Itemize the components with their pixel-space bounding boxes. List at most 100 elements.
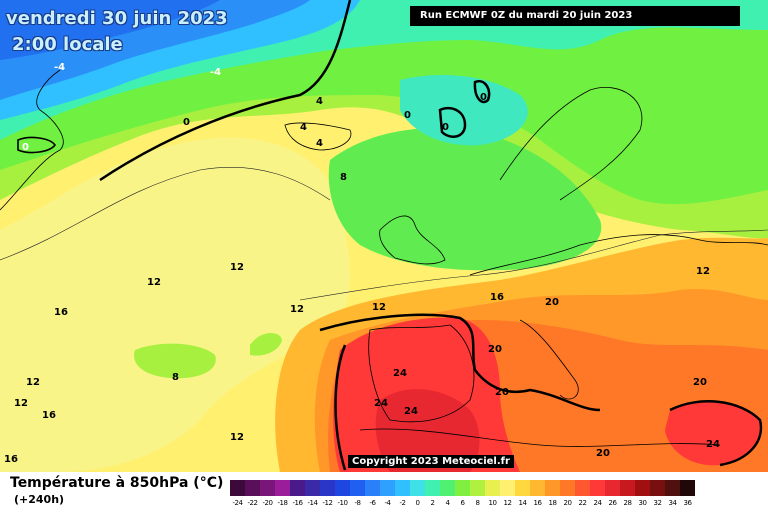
scale-swatch [380, 480, 395, 496]
scale-label: -20 [262, 499, 273, 507]
band-12-14 [0, 137, 350, 472]
isotherm-label: 4 [316, 96, 323, 107]
isotherm-label: 12 [147, 277, 161, 288]
isotherm-label: 24 [393, 368, 407, 379]
scale-label: 18 [548, 499, 557, 507]
scale-swatch [440, 480, 455, 496]
scale-label: 0 [415, 499, 420, 507]
coastline-northern-europe [469, 234, 768, 276]
scale-label: -18 [277, 499, 288, 507]
isotherm-label: 16 [54, 307, 68, 318]
isotherm-label: 12 [230, 262, 244, 273]
scale-swatch [650, 480, 665, 496]
scale-swatch [260, 480, 275, 496]
scale-label: 6 [460, 499, 465, 507]
scale-label: -14 [307, 499, 318, 507]
isotherm-label: 12 [372, 302, 386, 313]
coastline-iceland [284, 122, 352, 151]
isotherm-label: 24 [404, 406, 418, 417]
band-4-6-center [328, 128, 602, 271]
scale-swatch [665, 480, 680, 496]
isotherm-0-loop-2 [473, 79, 491, 104]
scale-label: -2 [399, 499, 406, 507]
scale-swatch [410, 480, 425, 496]
scale-swatch [620, 480, 635, 496]
isotherm-label: 4 [300, 122, 307, 133]
isotherm-label: 4 [316, 138, 323, 149]
scale-label: 34 [668, 499, 677, 507]
isotherm-label: 0 [480, 92, 487, 103]
forecast-date: vendredi 30 juin 2023 [6, 8, 228, 29]
isotherm-label: 20 [488, 344, 502, 355]
scale-swatch [230, 480, 245, 496]
legend-title: Température à 850hPa (°C) [10, 475, 224, 491]
scale-swatch [560, 480, 575, 496]
isotherm-label: 12 [230, 432, 244, 443]
isotherm-label: 8 [340, 172, 347, 183]
coastline-iberia [368, 324, 475, 423]
scale-label: 4 [445, 499, 450, 507]
scale-swatch [635, 480, 650, 496]
isotherm-label: 0 [22, 142, 29, 153]
isotherm-label: 12 [696, 266, 710, 277]
isotherm-thin-2 [299, 229, 768, 301]
scale-swatch [245, 480, 260, 496]
isotherm-label: 0 [442, 122, 449, 133]
isotherm-0-line [99, 0, 352, 182]
scale-swatch [470, 480, 485, 496]
scale-swatch [590, 480, 605, 496]
scale-label: 14 [518, 499, 527, 507]
isotherm-0-loop [438, 106, 467, 138]
isotherm-label: 0 [183, 117, 190, 128]
scale-swatch [515, 480, 530, 496]
coastline-scandinavia [499, 87, 643, 201]
temperature-map: -4 -4 0 0 0 0 0 4 4 4 8 8 12 12 12 12 12 12 12 12 16 16 16 16 20… [0, 0, 768, 472]
scale-label: 28 [623, 499, 632, 507]
scale-label: 8 [475, 499, 480, 507]
scale-label: -12 [322, 499, 333, 507]
scale-swatch [545, 480, 560, 496]
scale-label: 22 [578, 499, 587, 507]
band-24-east [665, 401, 761, 466]
legend-footer: Température à 850hPa (°C) (+240h) -24 -22… [0, 472, 768, 512]
scale-label: 30 [638, 499, 647, 507]
scale-swatch [485, 480, 500, 496]
band-8-atlantic [134, 343, 216, 379]
isotherm-label: 12 [26, 377, 40, 388]
isotherm-label: 16 [4, 454, 18, 465]
isotherm-label: 16 [490, 292, 504, 303]
scale-swatch [335, 480, 350, 496]
isotherm-label: 20 [693, 377, 707, 388]
model-run-banner: Run ECMWF 0Z du mardi 20 juin 2023 [410, 6, 740, 26]
isotherm-label: 20 [545, 297, 559, 308]
scale-swatch [365, 480, 380, 496]
isotherm-label: 8 [172, 372, 179, 383]
band-2-4-north-sea [400, 75, 528, 146]
scale-swatch [530, 480, 545, 496]
isotherm-label: 24 [374, 398, 388, 409]
scale-swatch [500, 480, 515, 496]
coastline-italy [519, 319, 579, 400]
isotherm-label: 20 [596, 448, 610, 459]
isotherm-20-west-line [334, 344, 347, 471]
coastline-greenland [0, 69, 64, 211]
isotherm-label: 0 [404, 110, 411, 121]
isotherm-label: -4 [210, 67, 221, 78]
scale-swatch [395, 480, 410, 496]
coastline-britain [379, 215, 446, 265]
isotherm-label: 12 [14, 398, 28, 409]
scale-swatch [680, 480, 695, 496]
copyright-label: Copyright 2023 Meteociel.fr [348, 455, 514, 468]
isotherm-label: 24 [706, 439, 720, 450]
scale-label: 16 [533, 499, 542, 507]
scale-label: -10 [337, 499, 348, 507]
coastline-north-africa [359, 428, 721, 447]
scale-label: -8 [354, 499, 361, 507]
scale-label: 10 [488, 499, 497, 507]
scale-label: -6 [369, 499, 376, 507]
isotherm-20-line [319, 313, 601, 412]
scale-swatch [305, 480, 320, 496]
